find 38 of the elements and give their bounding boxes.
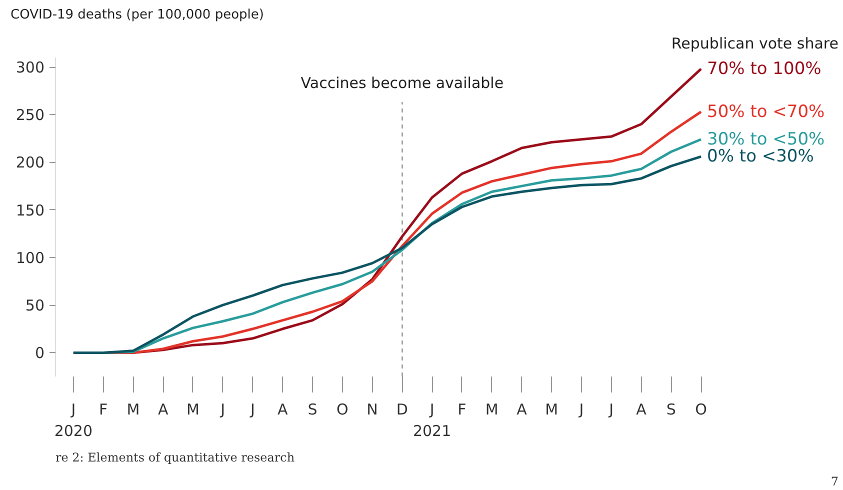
y-tick-label: 150 xyxy=(16,201,45,220)
ref-line-label: Vaccines become available xyxy=(300,74,504,92)
x-tick-label: J xyxy=(608,400,614,418)
y-tick-label: 200 xyxy=(16,154,45,172)
x-tick-label: J 2021 xyxy=(412,400,452,440)
series-label: 0% to <30% xyxy=(707,146,814,167)
x-tick-label: M xyxy=(126,400,140,418)
text: re 2: Elements of quantitative research xyxy=(56,450,295,464)
x-tick-label: O xyxy=(695,400,707,418)
x-tick-label: A xyxy=(636,400,648,418)
text: 7 xyxy=(830,474,839,488)
x-tick-label: N xyxy=(366,400,378,418)
series-label: 30% to <50% xyxy=(707,129,825,150)
x-tick-label: A xyxy=(158,400,169,418)
x-tick-label: J xyxy=(578,400,584,418)
x-tick-label: J xyxy=(250,400,255,418)
x-tick-label: F xyxy=(99,400,108,418)
x-tick-label: J 2020 xyxy=(54,400,93,440)
x-tick-label: A xyxy=(278,400,288,418)
legend-title: Republican vote share xyxy=(671,34,839,52)
x-tick-label: A xyxy=(516,400,528,418)
x-tick-label: D xyxy=(396,400,408,418)
series-label: 50% to <70% xyxy=(707,102,825,122)
x-tick-label: M xyxy=(186,400,200,418)
y-tick-label: 250 xyxy=(16,106,45,124)
x-tick-label: S xyxy=(308,400,318,418)
series-label: 70% to 100% xyxy=(707,58,822,79)
y-tick-label: 100 xyxy=(16,248,45,267)
y-tick-label: 300 xyxy=(16,58,45,77)
x-tick-label: M xyxy=(545,400,558,418)
x-tick-label: J xyxy=(220,400,226,418)
y-tick-label: 0 xyxy=(34,344,45,362)
x-tick-label: S xyxy=(666,400,676,418)
y-tick-label: 50 xyxy=(25,296,45,315)
y-axis-title: COVID-19 deaths (per 100,000 people) xyxy=(10,8,264,22)
x-tick-label: O xyxy=(336,400,348,418)
x-tick-label: F xyxy=(458,400,466,418)
x-tick-label: M xyxy=(485,400,498,418)
